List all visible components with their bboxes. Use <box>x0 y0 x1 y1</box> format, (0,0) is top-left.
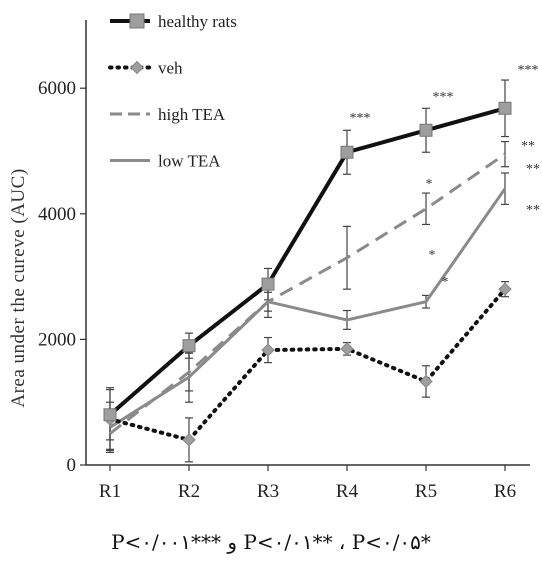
square-marker <box>103 408 117 422</box>
x-tick-label: R2 <box>178 481 200 502</box>
legend-label: veh <box>158 59 183 78</box>
square-marker <box>261 277 275 291</box>
significance-footnote: P<۰/۰۰۱*** و P<۰/۰۱** ، P<۰/۰۵* <box>111 530 431 554</box>
legend-label: high TEA <box>158 105 226 124</box>
y-tick-label: 4000 <box>38 204 76 225</box>
legend-label: healthy rats <box>158 12 237 31</box>
significance-annotation: *** <box>518 63 539 78</box>
x-tick-label: R1 <box>99 481 121 502</box>
x-ticks: R1 R2 R3 R4 R5 R6 <box>99 465 516 502</box>
diamond-marker <box>261 343 275 357</box>
legend-swatch-marker <box>129 13 145 29</box>
line-chart: 0 2000 4000 6000 R1 R2 R3 R4 R5 R6 Area under th… <box>8 12 541 502</box>
significance-annotation: *** <box>433 90 454 105</box>
significance-annotation: ** <box>526 203 540 218</box>
significance-annotation: * <box>426 177 433 192</box>
y-tick-label: 2000 <box>38 329 76 350</box>
legend-swatch-marker <box>130 60 144 75</box>
significance-annotation: ** <box>526 162 540 177</box>
significance-annotation: ** <box>521 139 535 154</box>
x-tick-label: R4 <box>336 481 359 502</box>
axes <box>85 20 530 466</box>
series-lines <box>108 106 507 443</box>
square-marker <box>340 145 354 159</box>
x-tick-label: R6 <box>494 481 516 502</box>
y-tick-label: 0 <box>67 455 77 476</box>
significance-marks: ****************** <box>350 63 541 290</box>
significance-annotation: *** <box>350 111 371 126</box>
series-line <box>108 106 506 417</box>
diamond-marker <box>419 374 433 389</box>
legend-label: low TEA <box>158 152 221 171</box>
square-marker <box>498 101 512 115</box>
legend: healthy rats veh high TEA low TEA <box>108 12 237 171</box>
square-marker <box>182 339 196 353</box>
series-line <box>109 187 507 429</box>
significance-annotation: * <box>442 275 449 290</box>
significance-annotation: * <box>429 248 436 263</box>
series-line <box>108 287 507 443</box>
x-tick-label: R5 <box>415 481 437 502</box>
series-markers <box>103 101 512 447</box>
y-tick-label: 6000 <box>38 78 76 99</box>
y-axis-title: Area under the cureve (AUC) <box>8 168 29 407</box>
diamond-marker <box>182 433 196 447</box>
x-tick-label: R3 <box>257 481 279 502</box>
square-marker <box>419 123 433 137</box>
diamond-marker <box>340 342 354 356</box>
series-line <box>109 152 506 435</box>
diamond-marker <box>498 282 512 296</box>
y-ticks: 0 2000 4000 6000 <box>38 78 86 476</box>
